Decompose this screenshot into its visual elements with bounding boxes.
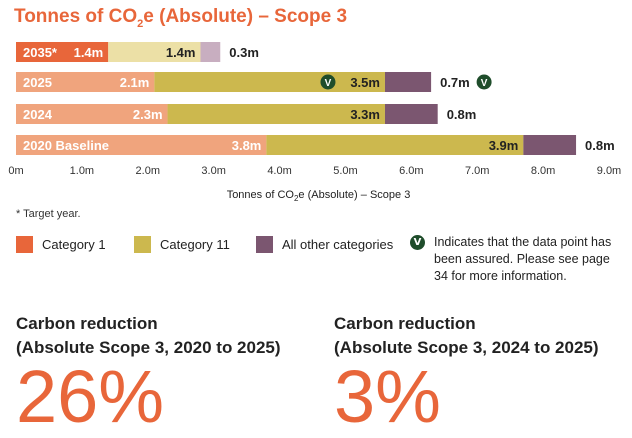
legend-item-category-11: Category 11 bbox=[134, 236, 230, 253]
legend-label-category-11: Category 11 bbox=[160, 237, 230, 252]
bar-1-row-0 bbox=[16, 42, 109, 62]
bar-2-row-2 bbox=[167, 104, 385, 124]
footnote-target-year: * Target year. bbox=[16, 208, 81, 220]
assured-check-icon: V bbox=[410, 235, 425, 250]
x-tick-label: 5.0m bbox=[333, 165, 357, 177]
kpi-2024-to-2025: Carbon reduction (Absolute Scope 3, 2024… bbox=[334, 312, 599, 434]
chart-title: Tonnes of CO2e (Absolute) – Scope 3 bbox=[14, 6, 348, 30]
bar-2-row-0 bbox=[108, 42, 201, 62]
assured-badge-glyph: V bbox=[325, 78, 332, 89]
value-label-category-11: 3.9m bbox=[489, 138, 519, 153]
x-tick-label: 6.0m bbox=[399, 165, 423, 177]
value-label-other: 0.8m bbox=[585, 138, 615, 153]
kpi-value: 26% bbox=[16, 355, 165, 438]
category-label: 2025 bbox=[23, 75, 52, 90]
category-label: 2024 bbox=[23, 107, 53, 122]
category-label: 2020 Baseline bbox=[23, 138, 109, 153]
bar-3-row-3 bbox=[523, 135, 577, 155]
legend-item-category-1: Category 1 bbox=[16, 236, 106, 253]
kpi-title-line2: (Absolute Scope 3, 2024 to 2025) bbox=[334, 338, 599, 357]
value-label-category-1: 1.4m bbox=[74, 45, 104, 60]
kpi-title-line1: Carbon reduction bbox=[16, 314, 158, 333]
scope3-bar-chart: 2035* 1.4m 1.4m 0.3m 2025 2.1m 3.5m 0.7m V V 2024 2… bbox=[8, 42, 621, 203]
assured-badge-glyph: V bbox=[481, 78, 488, 89]
kpi-title-line1: Carbon reduction bbox=[334, 314, 476, 333]
value-label-category-1: 2.3m bbox=[133, 107, 163, 122]
assured-badge-icon bbox=[320, 74, 336, 90]
category-label: 2035* bbox=[23, 45, 58, 60]
x-tick-label: 8.0m bbox=[531, 165, 555, 177]
legend-label-other: All other categories bbox=[282, 237, 394, 252]
legend-swatch-other bbox=[256, 236, 273, 253]
x-tick-label: 3.0m bbox=[201, 165, 225, 177]
value-label-category-11: 1.4m bbox=[166, 45, 196, 60]
kpi-title-line2: (Absolute Scope 3, 2020 to 2025) bbox=[16, 338, 281, 357]
bar-1-row-1 bbox=[16, 72, 155, 92]
assured-note-text: Indicates that the data point has been a… bbox=[434, 235, 612, 283]
bar-3-row-2 bbox=[384, 104, 438, 124]
x-axis-title: Tonnes of CO2e (Absolute) – Scope 3 bbox=[227, 189, 411, 203]
bar-3-row-1 bbox=[384, 72, 432, 92]
legend-swatch-category-1 bbox=[16, 236, 33, 253]
value-label-category-11: 3.3m bbox=[350, 107, 380, 122]
x-tick-label: 1.0m bbox=[70, 165, 94, 177]
bar-3-row-0 bbox=[200, 42, 221, 62]
bar-1-row-2 bbox=[16, 104, 168, 124]
x-tick-label: 0m bbox=[8, 165, 23, 177]
bar-2-row-3 bbox=[266, 135, 524, 155]
legend-label-category-1: Category 1 bbox=[42, 237, 106, 252]
legend-swatch-category-11 bbox=[134, 236, 151, 253]
assured-badge-icon bbox=[476, 74, 492, 90]
value-label-category-1: 2.1m bbox=[120, 75, 150, 90]
value-label-other: 0.7m bbox=[440, 75, 470, 90]
kpi-value: 3% bbox=[334, 355, 441, 438]
value-label-category-11: 3.5m bbox=[350, 75, 380, 90]
x-tick-label: 4.0m bbox=[267, 165, 291, 177]
value-label-other: 0.3m bbox=[229, 45, 259, 60]
kpi-2020-to-2025: Carbon reduction (Absolute Scope 3, 2020… bbox=[16, 312, 281, 434]
legend: Category 1 Category 11 All other categor… bbox=[0, 236, 632, 288]
x-tick-label: 9.0m bbox=[597, 165, 621, 177]
value-label-other: 0.8m bbox=[447, 107, 477, 122]
value-label-category-1: 3.8m bbox=[232, 138, 262, 153]
bar-1-row-3 bbox=[16, 135, 267, 155]
x-tick-label: 7.0m bbox=[465, 165, 489, 177]
legend-item-other: All other categories bbox=[256, 236, 393, 253]
x-tick-label: 2.0m bbox=[136, 165, 160, 177]
